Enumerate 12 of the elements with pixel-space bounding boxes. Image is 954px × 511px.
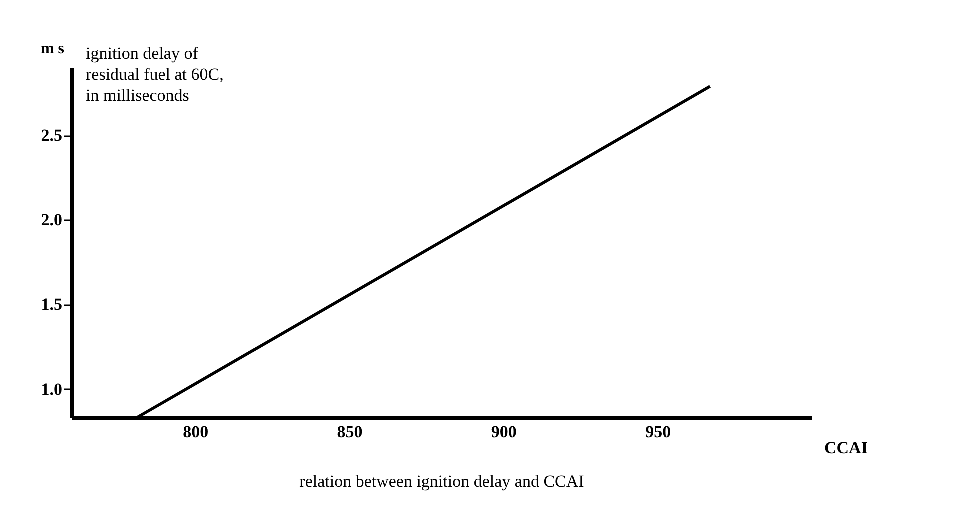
y-axis-title: m s xyxy=(40,40,64,58)
x-tick-label: 950 xyxy=(646,422,672,442)
y-tick-label: 2.5 xyxy=(41,126,62,146)
x-tick-label: 900 xyxy=(491,422,517,442)
x-axis-title: CCAI xyxy=(824,438,868,458)
text: relation between ignition delay and CCAI xyxy=(300,472,585,491)
x-tick-label: 800 xyxy=(183,422,209,442)
y-tick-label: 1.5 xyxy=(41,295,62,314)
y-tick-label: 1.0 xyxy=(41,380,62,399)
y-tick-label: 2.0 xyxy=(41,210,62,230)
x-tick-label: 850 xyxy=(337,422,363,442)
annotation: ignition delay of residual fuel at 60C, in milliseconds xyxy=(86,44,224,105)
